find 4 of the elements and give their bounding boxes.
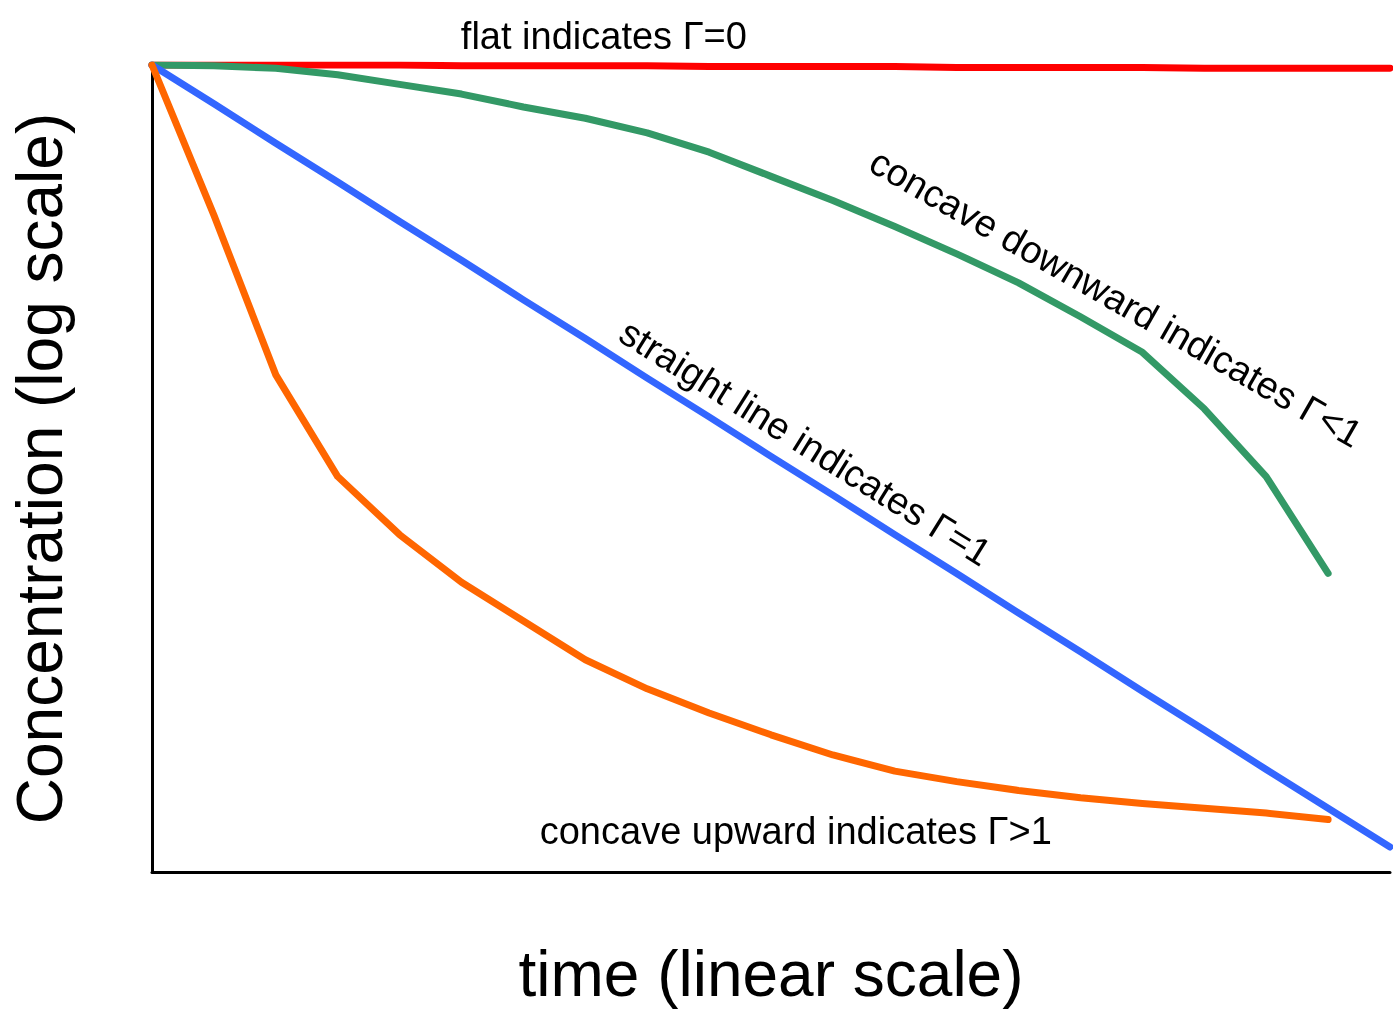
series-label: concave upward indicates Γ>1 — [539, 809, 1052, 852]
y-axis-title: Concentration (log scale) — [4, 112, 76, 825]
x-axis-title: time (linear scale) — [518, 938, 1024, 1010]
series-label: flat indicates Γ=0 — [460, 14, 747, 57]
